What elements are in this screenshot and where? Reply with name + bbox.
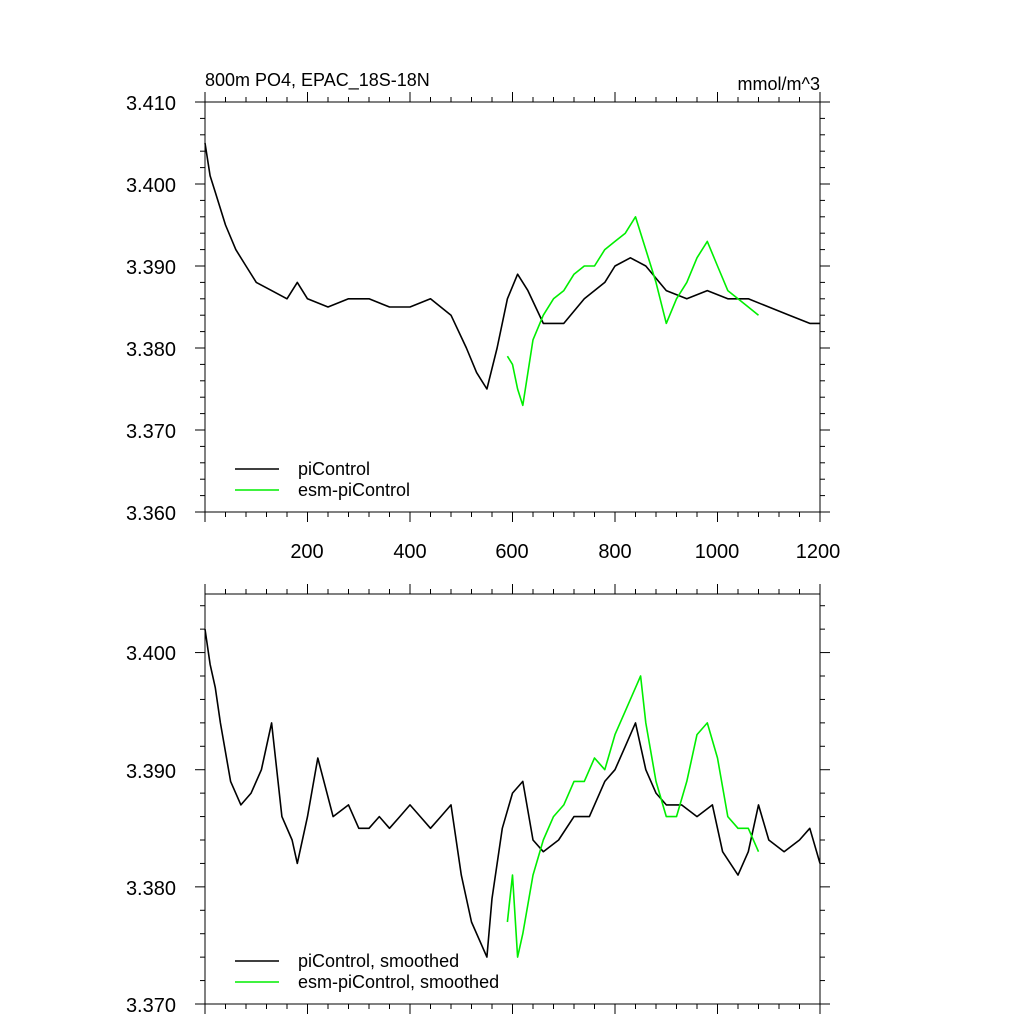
- top-panel: 800m PO4, EPAC_18S-18N mmol/m^3 3.360 3.…: [126, 70, 840, 563]
- bottom-legend-label-picontrol: piControl, smoothed: [298, 951, 459, 971]
- top-y-tick-label: 3.410: [126, 93, 176, 115]
- top-y-tick-label: 3.390: [126, 257, 176, 279]
- top-tick-marks: [195, 92, 830, 522]
- top-x-tick-label: 1200: [796, 541, 841, 563]
- top-plot-frame: [204, 101, 821, 513]
- top-y-tick-label: 3.370: [126, 421, 176, 443]
- bottom-legend: piControl, smoothed esm-piControl, smoot…: [235, 951, 499, 992]
- bottom-y-tick-labels: 3.370 3.380 3.390 3.400: [126, 643, 176, 1017]
- top-y-tick-label: 3.380: [126, 339, 176, 361]
- series-line-esm-picontrol-smoothed: [506, 675, 760, 958]
- top-chart-title: 800m PO4, EPAC_18S-18N: [205, 70, 430, 91]
- top-x-tick-label: 600: [495, 541, 528, 563]
- top-legend-label-esm-picontrol: esm-piControl: [298, 480, 410, 500]
- top-chart-units: mmol/m^3: [738, 74, 820, 94]
- top-legend-label-picontrol: piControl: [298, 459, 370, 479]
- top-series-group: [204, 142, 820, 407]
- series-line-esm-picontrol: [506, 216, 760, 407]
- bottom-plot-frame: [204, 593, 821, 1005]
- bottom-tick-marks: [195, 584, 830, 1014]
- bottom-y-tick-label: 3.400: [126, 643, 176, 665]
- series-line-picontrol-smoothed: [204, 628, 821, 958]
- bottom-y-tick-label: 3.390: [126, 761, 176, 783]
- top-y-tick-label: 3.400: [126, 175, 176, 197]
- top-x-tick-label: 400: [393, 541, 426, 563]
- series-line-picontrol: [204, 142, 820, 390]
- top-y-tick-label: 3.360: [126, 503, 176, 525]
- top-x-tick-labels: 200 400 600 800 1000 1200: [290, 541, 840, 563]
- top-x-tick-label: 1000: [695, 541, 740, 563]
- bottom-series-group: [204, 628, 821, 958]
- top-y-tick-labels: 3.360 3.370 3.380 3.390 3.400 3.410: [126, 93, 176, 525]
- bottom-y-tick-label: 3.370: [126, 995, 176, 1017]
- bottom-y-tick-label: 3.380: [126, 878, 176, 900]
- bottom-legend-label-esm-picontrol: esm-piControl, smoothed: [298, 972, 499, 992]
- top-x-tick-label: 200: [290, 541, 323, 563]
- top-x-tick-label: 800: [598, 541, 631, 563]
- top-legend: piControl esm-piControl: [235, 459, 410, 500]
- bottom-panel: 3.370 3.380 3.390 3.400 piControl, smoot…: [126, 584, 830, 1017]
